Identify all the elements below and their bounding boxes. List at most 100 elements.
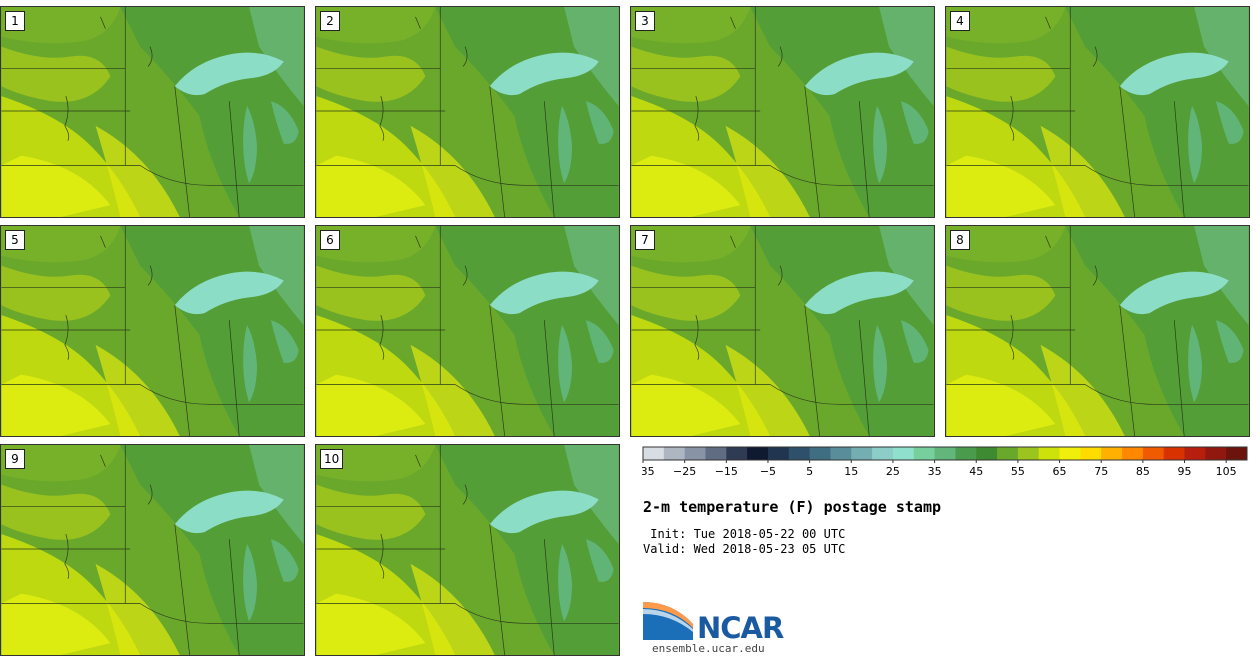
state-boundary xyxy=(1045,16,1051,29)
state-boundary xyxy=(1084,165,1249,186)
member-panel-3: 3 xyxy=(630,6,935,218)
state-boundary xyxy=(858,320,870,436)
state-boundary xyxy=(730,16,736,29)
state-boundary xyxy=(1045,235,1051,248)
colorbar-bin xyxy=(705,447,727,460)
state-boundary xyxy=(694,315,700,360)
temperature-field xyxy=(946,46,1056,102)
state-boundary xyxy=(100,16,106,29)
temperature-map xyxy=(1,226,304,436)
temperature-field xyxy=(1,7,121,44)
member-label: 3 xyxy=(635,11,655,31)
temperature-field xyxy=(410,125,495,217)
temperature-field xyxy=(1215,320,1244,363)
state-boundary xyxy=(64,315,70,360)
temperature-field xyxy=(631,265,741,321)
temperature-field xyxy=(270,539,299,582)
state-boundary xyxy=(1173,101,1185,217)
colorbar-bin xyxy=(955,447,977,460)
colorbar-tick-label: 55 xyxy=(1011,465,1025,478)
colorbar-bin xyxy=(1163,447,1186,460)
state-boundary xyxy=(454,603,619,624)
temperature-field xyxy=(95,563,180,655)
state-boundary xyxy=(858,101,870,217)
state-boundary xyxy=(489,524,505,655)
temperature-field xyxy=(1215,101,1244,144)
state-boundary xyxy=(228,539,240,655)
state-boundary xyxy=(777,265,783,286)
temperature-field xyxy=(1188,325,1203,403)
temperature-field xyxy=(1188,106,1203,184)
member-label: 2 xyxy=(320,11,340,31)
state-boundary xyxy=(379,534,385,579)
state-boundary xyxy=(1173,320,1185,436)
state-boundary xyxy=(730,235,736,248)
member-label: 7 xyxy=(635,230,655,250)
member-label: 1 xyxy=(5,11,25,31)
state-boundary xyxy=(694,96,700,141)
state-boundary xyxy=(777,46,783,67)
state-boundary xyxy=(139,165,304,186)
state-boundary xyxy=(1009,96,1015,141)
temperature-field xyxy=(243,106,258,184)
temperature-field xyxy=(1,593,111,655)
colorbar-border xyxy=(642,446,1248,461)
temperature-field xyxy=(879,226,934,326)
temperature-map xyxy=(946,226,1249,436)
colorbar-bin xyxy=(976,447,998,460)
colorbar-bin xyxy=(872,447,894,460)
state-boundary xyxy=(462,484,468,505)
temperature-field xyxy=(585,320,614,363)
state-boundary xyxy=(147,484,153,505)
state-boundary xyxy=(415,235,421,248)
temperature-field xyxy=(249,226,304,326)
temperature-field xyxy=(564,445,619,545)
colorbar-tick-label: 105 xyxy=(1216,465,1237,478)
ncar-logo-icon xyxy=(643,602,693,640)
colorbar-tick-label: 85 xyxy=(1136,465,1150,478)
temperature-field xyxy=(725,344,810,436)
state-boundary xyxy=(379,315,385,360)
member-panel-7: 7 xyxy=(630,225,935,437)
state-boundary xyxy=(1084,384,1249,405)
temperature-field xyxy=(95,125,180,217)
state-boundary xyxy=(804,305,820,436)
temperature-field xyxy=(585,539,614,582)
temperature-field xyxy=(270,101,299,144)
colorbar-bin xyxy=(747,447,769,460)
state-boundary xyxy=(1119,86,1135,217)
temperature-field xyxy=(316,484,426,540)
logo-wordmark: NCAR xyxy=(697,611,784,645)
temperature-field xyxy=(316,593,426,655)
state-boundary xyxy=(1092,265,1098,286)
member-panel-5: 5 xyxy=(0,225,305,437)
state-boundary xyxy=(543,101,555,217)
temperature-field xyxy=(585,101,614,144)
temperature-field xyxy=(804,271,914,315)
colorbar-tick-label: −5 xyxy=(760,465,776,478)
member-label: 4 xyxy=(950,11,970,31)
temperature-field xyxy=(1,226,121,263)
state-boundary xyxy=(147,265,153,286)
temperature-field xyxy=(558,106,573,184)
temperature-field xyxy=(1194,226,1249,326)
state-boundary xyxy=(64,96,70,141)
colorbar-bin xyxy=(997,447,1019,460)
colorbar-bin xyxy=(934,447,956,460)
colorbar-bin xyxy=(851,447,873,460)
temperature-field xyxy=(174,490,284,534)
state-boundary xyxy=(174,305,190,436)
temperature-field xyxy=(1194,7,1249,107)
member-panel-8: 8 xyxy=(945,225,1250,437)
state-boundary xyxy=(489,86,505,217)
state-boundary xyxy=(769,165,934,186)
state-boundary xyxy=(454,384,619,405)
colorbar-bin xyxy=(643,447,665,460)
temperature-field xyxy=(631,7,751,44)
member-label: 8 xyxy=(950,230,970,250)
temperature-field xyxy=(174,52,284,96)
colorbar-bin xyxy=(1059,447,1081,460)
temperature-field xyxy=(1040,125,1125,217)
colorbar-tick-label: 75 xyxy=(1094,465,1108,478)
colorbar-bin xyxy=(1205,447,1227,460)
